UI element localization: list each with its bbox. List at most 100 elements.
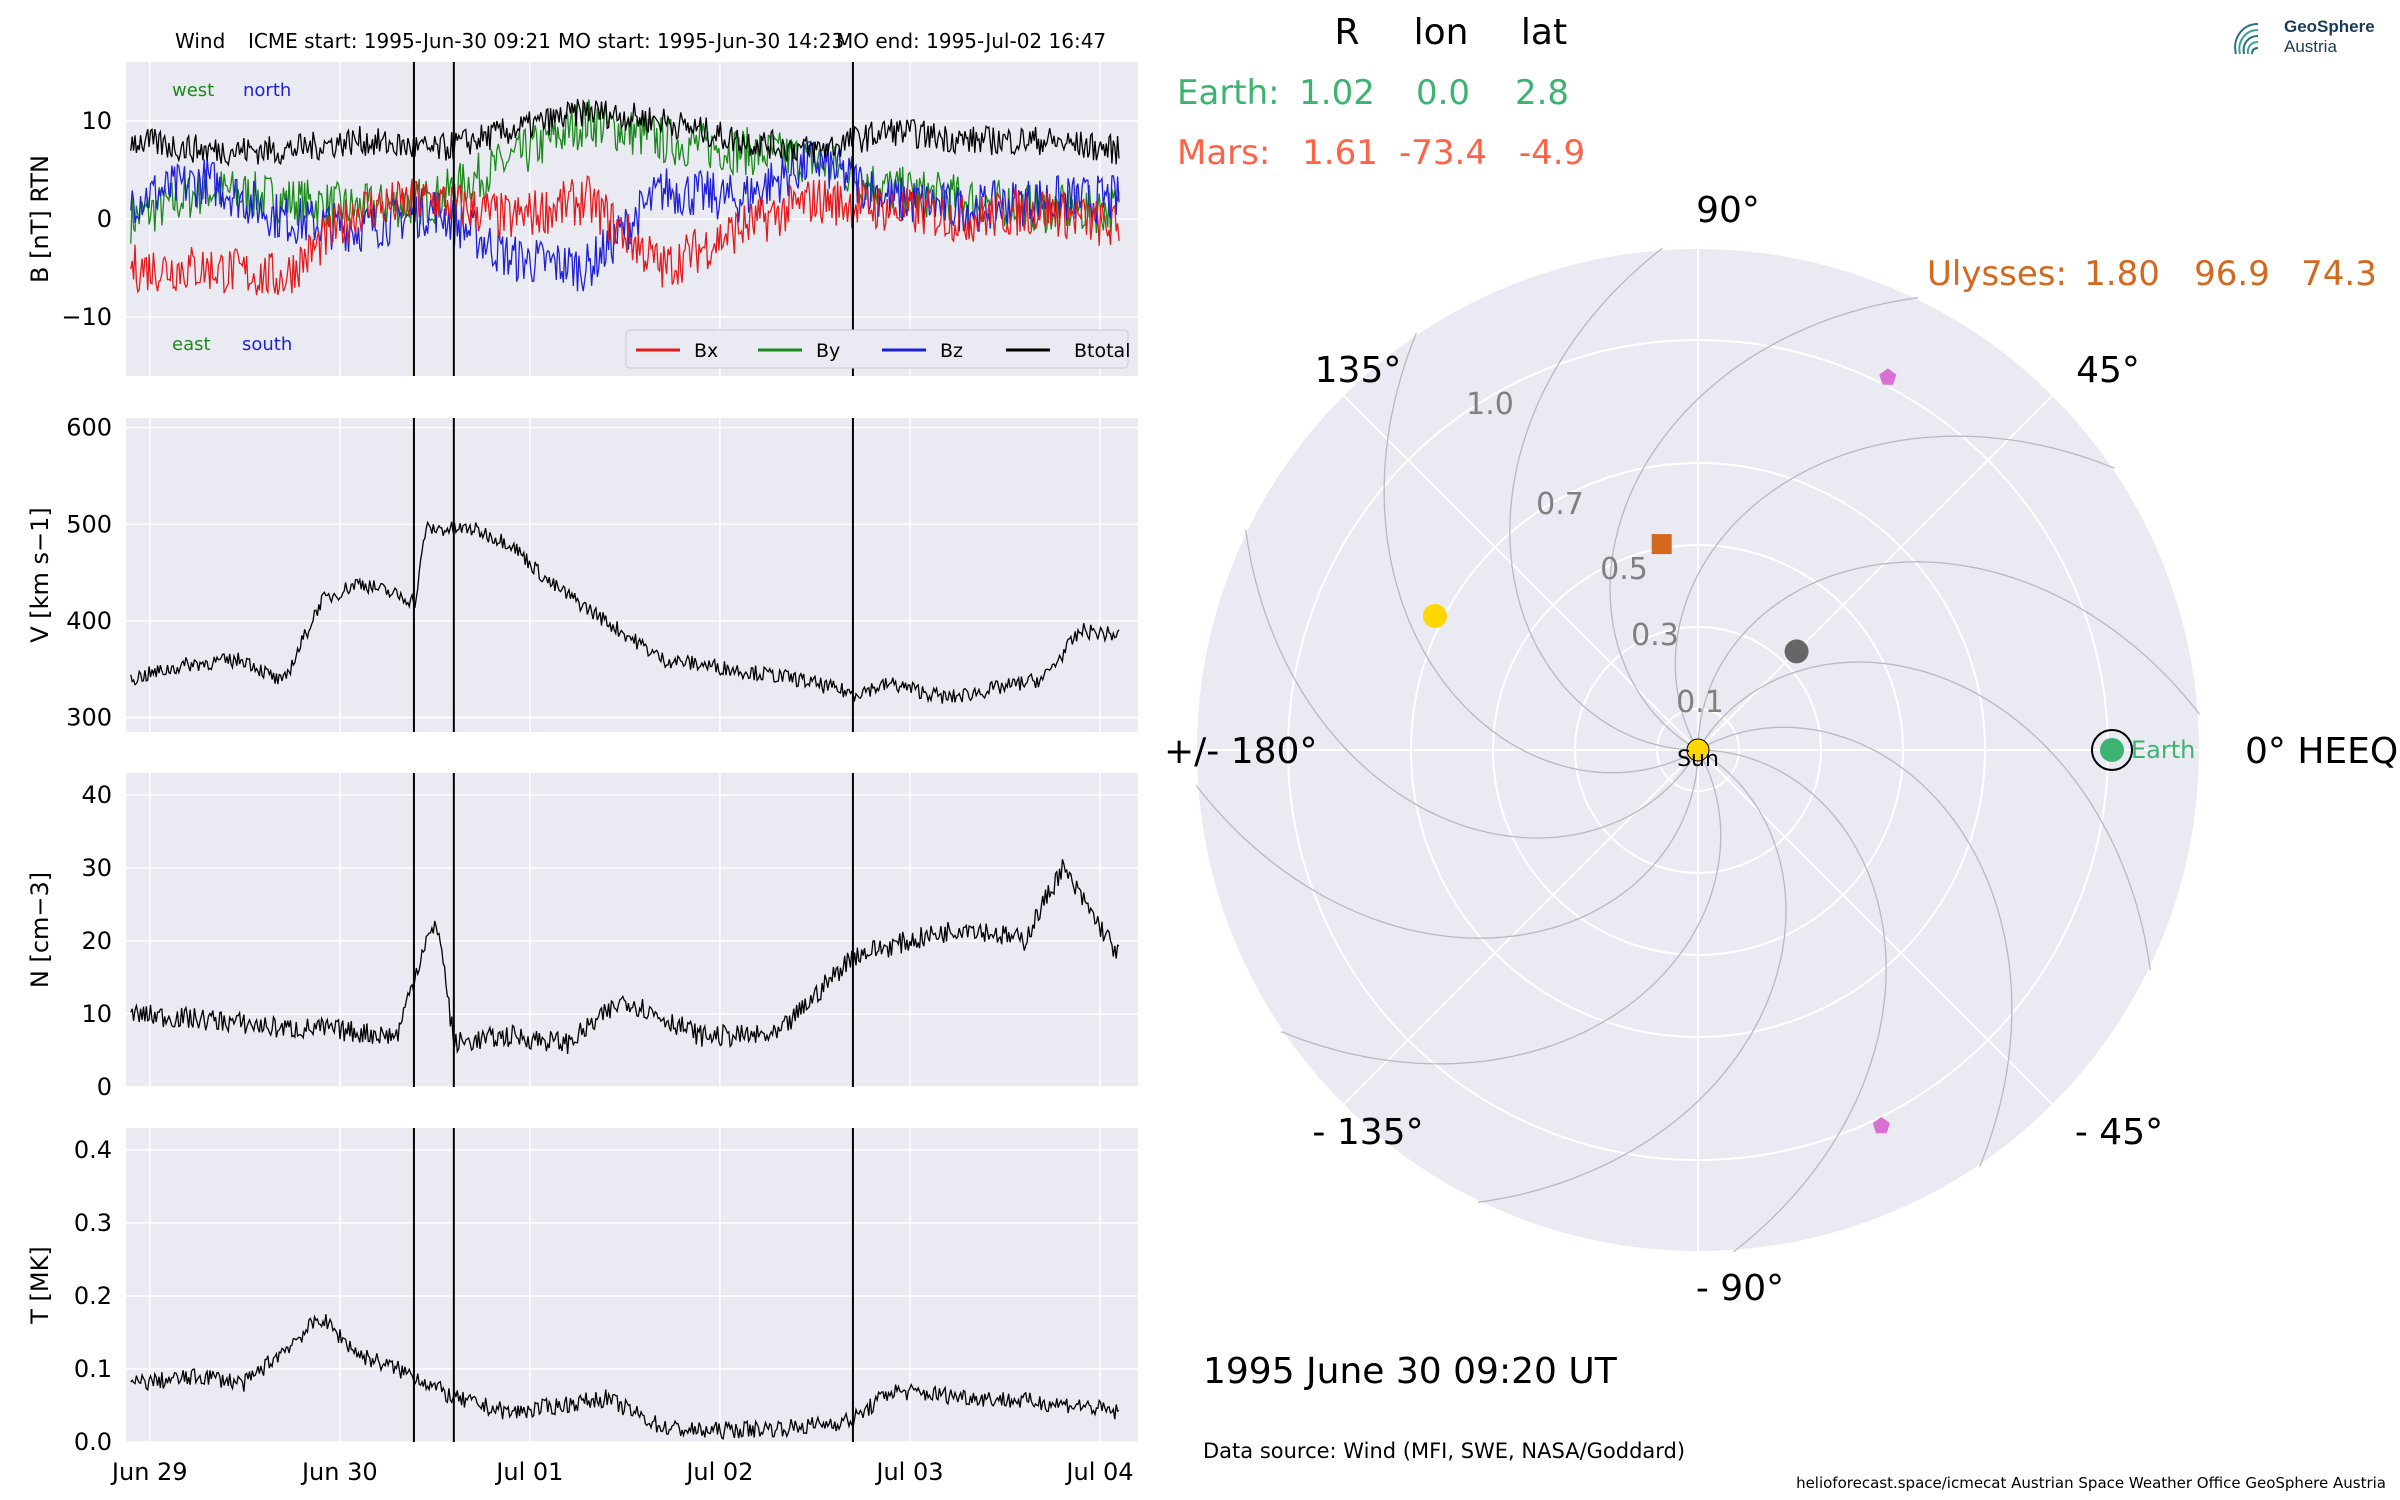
- angular-gridline: [1697, 749, 2055, 1107]
- mars-row-lon: -73.4: [1399, 133, 1487, 173]
- col-header-lat: lat: [1521, 12, 1567, 53]
- mo-end-label: MO end: 1995-Jul-02 16:47: [836, 29, 1106, 53]
- earth-row-label: Earth:: [1177, 73, 1280, 113]
- panel-background: [126, 1128, 1138, 1442]
- y-tick-label: 10: [81, 107, 112, 135]
- earth-label: Earth: [2131, 736, 2195, 764]
- y-tick-label: 0.0: [74, 1428, 112, 1456]
- radial-tick-label: 0.3: [1631, 618, 1679, 653]
- y-tick-label: 30: [81, 854, 112, 882]
- annotation-north: north: [243, 80, 291, 101]
- y-tick-label: 0.2: [74, 1282, 112, 1310]
- series-line-bz: [130, 140, 1120, 292]
- series-line: [130, 1314, 1120, 1440]
- sun-label: Sun: [1677, 747, 1719, 772]
- angular-label-am45: - 45°: [2075, 1112, 2163, 1153]
- angular-label-a90: 90°: [1696, 190, 1760, 231]
- angular-label-am135: - 135°: [1312, 1112, 1423, 1153]
- y-tick-label: 0.3: [74, 1209, 112, 1237]
- logo-name: GeoSphere: [2284, 17, 2375, 36]
- parker-spiral: [1477, 749, 1787, 1203]
- x-tick-label: Jul 02: [684, 1458, 753, 1486]
- angular-label-am90: - 90°: [1696, 1268, 1784, 1309]
- data-source-label: Data source: Wind (MFI, SWE, NASA/Goddar…: [1203, 1439, 1685, 1463]
- marker-venus: [1422, 603, 1447, 628]
- legend-box: [625, 329, 1129, 369]
- series-line-btotal: [130, 98, 1120, 167]
- parker-spiral: [1697, 661, 2151, 971]
- parker-spiral: [1674, 435, 2115, 751]
- credits-label: helioforecast.space/icmecat Austrian Spa…: [1796, 1474, 2386, 1492]
- y-axis-label: B [nT] RTN: [26, 155, 54, 283]
- parker-spiral: [1245, 529, 1699, 839]
- y-tick-label: 20: [81, 927, 112, 955]
- mars-row-r: 1.61: [1302, 133, 1378, 173]
- legend-label-btotal: Btotal: [1074, 340, 1130, 362]
- panel-temperature: 0.0 0.1 0.2 0.3 0.4 T [MK] Jun 29 Jun 30 Jul 01 J…: [26, 1128, 1138, 1486]
- y-axis-label: N [cm−3]: [26, 872, 54, 988]
- earth-row-r: 1.02: [1299, 73, 1375, 113]
- legend: Bx By Bz Btotal: [625, 329, 1130, 369]
- earth-ring: [2091, 729, 2133, 771]
- parker-spiral: [1195, 749, 1699, 939]
- y-tick-label: 600: [66, 414, 112, 442]
- panel-density: 0 10 20 30 40 N [cm−3]: [26, 773, 1138, 1101]
- annotation-east: east: [172, 334, 211, 355]
- x-tick-label: Jun 29: [110, 1458, 188, 1486]
- y-tick-label: 400: [66, 607, 112, 635]
- earth-row-lon: 0.0: [1416, 73, 1470, 113]
- polar-orbit-plot: 0.1 0.3 0.5 0.7 1.0 0° HEEQ 45° 90° 135° +/- 180°…: [1164, 190, 2398, 1309]
- y-tick-label: 0: [97, 205, 112, 233]
- y-tick-label: 40: [81, 781, 112, 809]
- radial-tick-label: 0.7: [1536, 487, 1584, 522]
- legend-label-by: By: [816, 340, 840, 362]
- parker-spiral: [1281, 749, 1722, 1065]
- ulysses-row-lat: 74.3: [2301, 254, 2377, 294]
- marker-ulysses: [1651, 534, 1672, 555]
- geosphere-swirl-icon: [2234, 23, 2259, 55]
- y-tick-label: 0.1: [74, 1355, 112, 1383]
- parker-spiral: [1697, 749, 1887, 1253]
- panel-background: [126, 418, 1138, 732]
- angular-label-a45: 45°: [2076, 350, 2140, 391]
- parker-spiral: [1609, 297, 1919, 751]
- x-tick-label: Jun 30: [300, 1458, 378, 1486]
- parker-spiral: [1697, 561, 2201, 751]
- ulysses-row-lon: 96.9: [2194, 254, 2270, 294]
- mars-row-label: Mars:: [1177, 133, 1270, 173]
- panel-magnetic-field: −10 0 10 B [nT] RTN west north east south Bx By Bz…: [26, 62, 1138, 376]
- angular-gridline: [1341, 749, 1699, 1107]
- y-axis-label: T [MK]: [26, 1246, 54, 1324]
- legend-label-bz: Bz: [940, 340, 963, 362]
- radial-tick-label: 0.5: [1600, 552, 1648, 587]
- y-tick-label: 300: [66, 704, 112, 732]
- angular-label-a0: 0° HEEQ: [2245, 731, 2398, 772]
- mars-row-lat: -4.9: [1519, 133, 1585, 173]
- icme-start-label: ICME start: 1995-Jun-30 09:21: [248, 29, 551, 53]
- marker-pentagon: [1872, 1116, 1890, 1134]
- series-line-by: [130, 99, 1120, 244]
- angular-label-a180: +/- 180°: [1164, 731, 1317, 772]
- parker-spiral: [1509, 247, 1699, 751]
- col-header-lon: lon: [1414, 12, 1469, 53]
- col-header-r: R: [1334, 12, 1359, 53]
- series-line: [130, 859, 1120, 1055]
- marker-earth: [2100, 738, 2124, 762]
- angular-gridline: [1341, 393, 1699, 751]
- legend-label-bx: Bx: [694, 340, 718, 362]
- timeseries-panels: −10 0 10 B [nT] RTN west north east south Bx By Bz…: [26, 62, 1138, 1486]
- logo-sub: Austria: [2284, 37, 2337, 56]
- angular-gridline: [1697, 393, 2055, 751]
- datetime-label: 1995 June 30 09:20 UT: [1203, 1351, 1618, 1392]
- marker-sun: [1686, 738, 1710, 762]
- radial-tick-label: 0.1: [1676, 685, 1724, 720]
- series-line: [130, 520, 1120, 704]
- spacecraft-label: Wind: [175, 29, 225, 53]
- x-tick-label: Jul 01: [494, 1458, 563, 1486]
- marker-mercury: [1784, 639, 1809, 664]
- parker-spiral: [1383, 333, 1699, 774]
- series-line-bx: [130, 175, 1120, 296]
- y-tick-label: 0.4: [74, 1136, 112, 1164]
- annotation-west: west: [172, 80, 214, 101]
